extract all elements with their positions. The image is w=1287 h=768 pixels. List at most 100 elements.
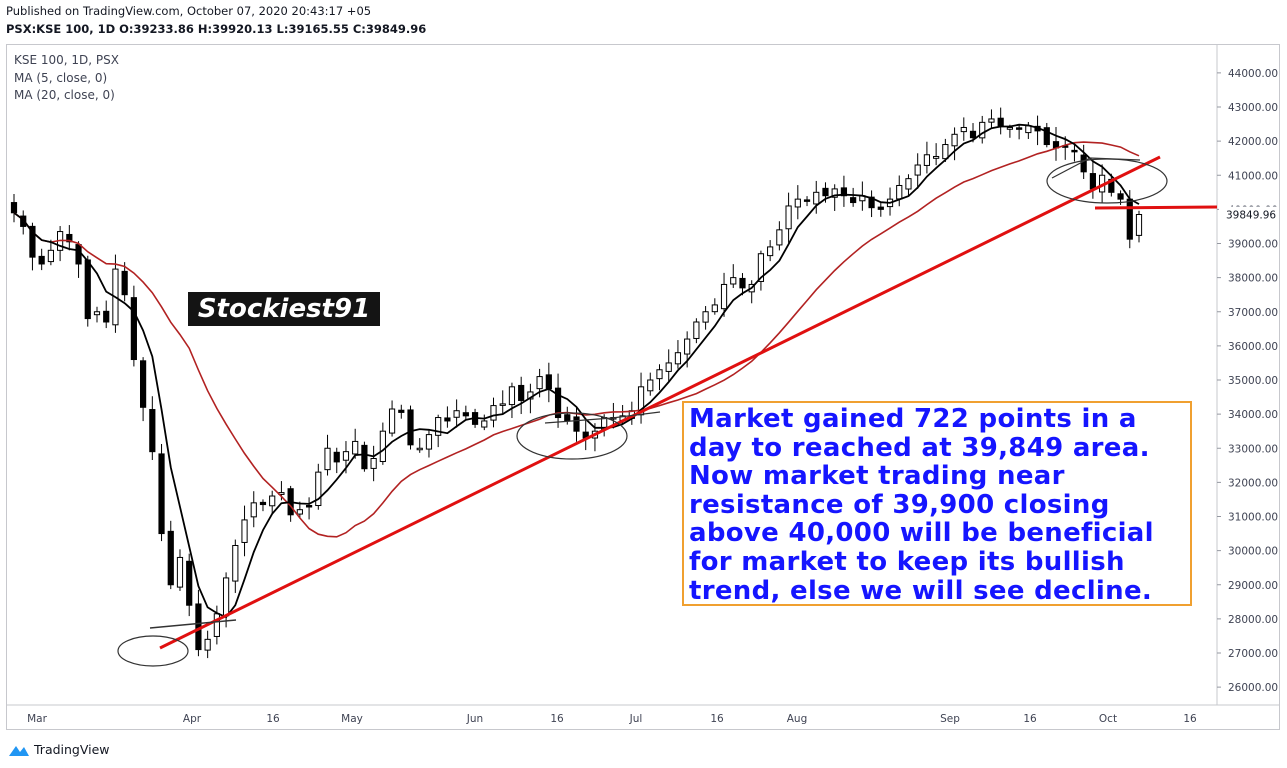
- candle: [803, 196, 811, 207]
- candle-body: [914, 164, 921, 176]
- candle: [269, 490, 276, 514]
- candle-body: [1043, 127, 1050, 146]
- y-tick-label: 28000.00: [1228, 614, 1278, 626]
- candle-body: [167, 530, 174, 586]
- y-tick-label: 35000.00: [1228, 375, 1278, 387]
- candle-body: [20, 215, 27, 227]
- x-tick-label: Jul: [629, 713, 643, 725]
- tradingview-logo-icon: [9, 745, 29, 756]
- candle: [333, 447, 340, 474]
- candle-body: [222, 577, 230, 617]
- chart-frame[interactable]: [6, 44, 1280, 730]
- candle: [241, 505, 248, 557]
- trendline: [159, 155, 1161, 650]
- candle-body: [453, 410, 460, 418]
- candle: [167, 520, 174, 590]
- candle-body: [776, 229, 783, 246]
- candle: [951, 127, 958, 161]
- y-tick-label: 36000.00: [1228, 341, 1278, 353]
- candle-body: [1089, 173, 1096, 190]
- candle: [84, 255, 91, 327]
- candle: [149, 396, 156, 461]
- candle-body: [315, 471, 322, 507]
- candle: [757, 250, 765, 291]
- candle-body: [803, 199, 811, 202]
- candle: [250, 491, 257, 528]
- candle-body: [259, 501, 267, 506]
- x-tick-label: Oct: [1099, 713, 1117, 725]
- candle-body: [388, 408, 396, 434]
- candle: [130, 285, 137, 367]
- x-tick-label: Jun: [466, 713, 483, 725]
- candle-body: [333, 451, 340, 463]
- top-circle: [1046, 158, 1168, 204]
- candle-body: [361, 444, 368, 470]
- candle: [896, 175, 903, 207]
- candle: [66, 225, 73, 251]
- candle-body: [425, 434, 433, 450]
- candle: [674, 340, 682, 369]
- analysis-note: Market gained 722 points in a day to rea…: [682, 401, 1192, 606]
- candle: [933, 143, 940, 166]
- candle-body: [536, 376, 543, 390]
- candle: [20, 210, 27, 235]
- legend-ma5: MA (5, close, 0): [14, 71, 108, 85]
- candle: [1016, 125, 1023, 140]
- candle-body: [324, 447, 331, 471]
- candle-body: [407, 409, 414, 446]
- candle: [416, 438, 423, 453]
- legend-symbol: KSE 100, 1D, PSX: [14, 53, 119, 67]
- candle-body: [444, 417, 451, 422]
- candle: [186, 553, 193, 617]
- candle: [720, 272, 728, 317]
- candle: [47, 239, 54, 266]
- candle: [739, 273, 746, 296]
- candle: [665, 349, 672, 382]
- y-tick-label: 32000.00: [1228, 477, 1278, 489]
- last-price-label: 39849.96: [1226, 209, 1276, 221]
- candle-body: [232, 545, 239, 582]
- candle: [840, 175, 848, 207]
- candle-body: [702, 311, 709, 323]
- candle-body: [674, 352, 682, 365]
- candle-body: [656, 369, 663, 380]
- candle: [158, 443, 165, 542]
- candle-body: [416, 447, 423, 451]
- candle-body: [75, 244, 82, 265]
- x-tick-label: May: [341, 713, 363, 725]
- candle: [914, 153, 921, 189]
- candle: [259, 499, 267, 512]
- candle-body: [785, 205, 792, 230]
- candle: [453, 399, 460, 428]
- candle: [877, 202, 884, 217]
- candle: [868, 190, 875, 218]
- candle: [960, 117, 967, 141]
- candle-body: [139, 360, 147, 408]
- candle-body: [398, 409, 405, 413]
- tradingview-brand[interactable]: TradingView: [8, 742, 110, 757]
- candle: [979, 115, 986, 144]
- candle: [1043, 122, 1050, 148]
- candle-body: [813, 191, 820, 205]
- candle-body: [1080, 154, 1087, 173]
- candle: [75, 241, 82, 278]
- candle: [628, 401, 635, 425]
- candle-body: [121, 270, 128, 296]
- candle-body: [47, 249, 54, 263]
- candle: [545, 362, 552, 403]
- candle: [1089, 159, 1096, 199]
- candle-body: [462, 412, 469, 417]
- candle-body: [130, 297, 137, 361]
- candle: [767, 240, 774, 262]
- candle: [38, 248, 45, 271]
- candle-body: [720, 283, 728, 310]
- candle: [398, 404, 405, 419]
- x-tick-label: 16: [710, 713, 724, 725]
- candle-body: [1135, 213, 1143, 236]
- candle-body: [665, 362, 672, 372]
- candle: [582, 420, 589, 451]
- watermark-badge: Stockiest91: [188, 292, 380, 326]
- candle: [850, 187, 857, 207]
- candle: [1071, 143, 1078, 162]
